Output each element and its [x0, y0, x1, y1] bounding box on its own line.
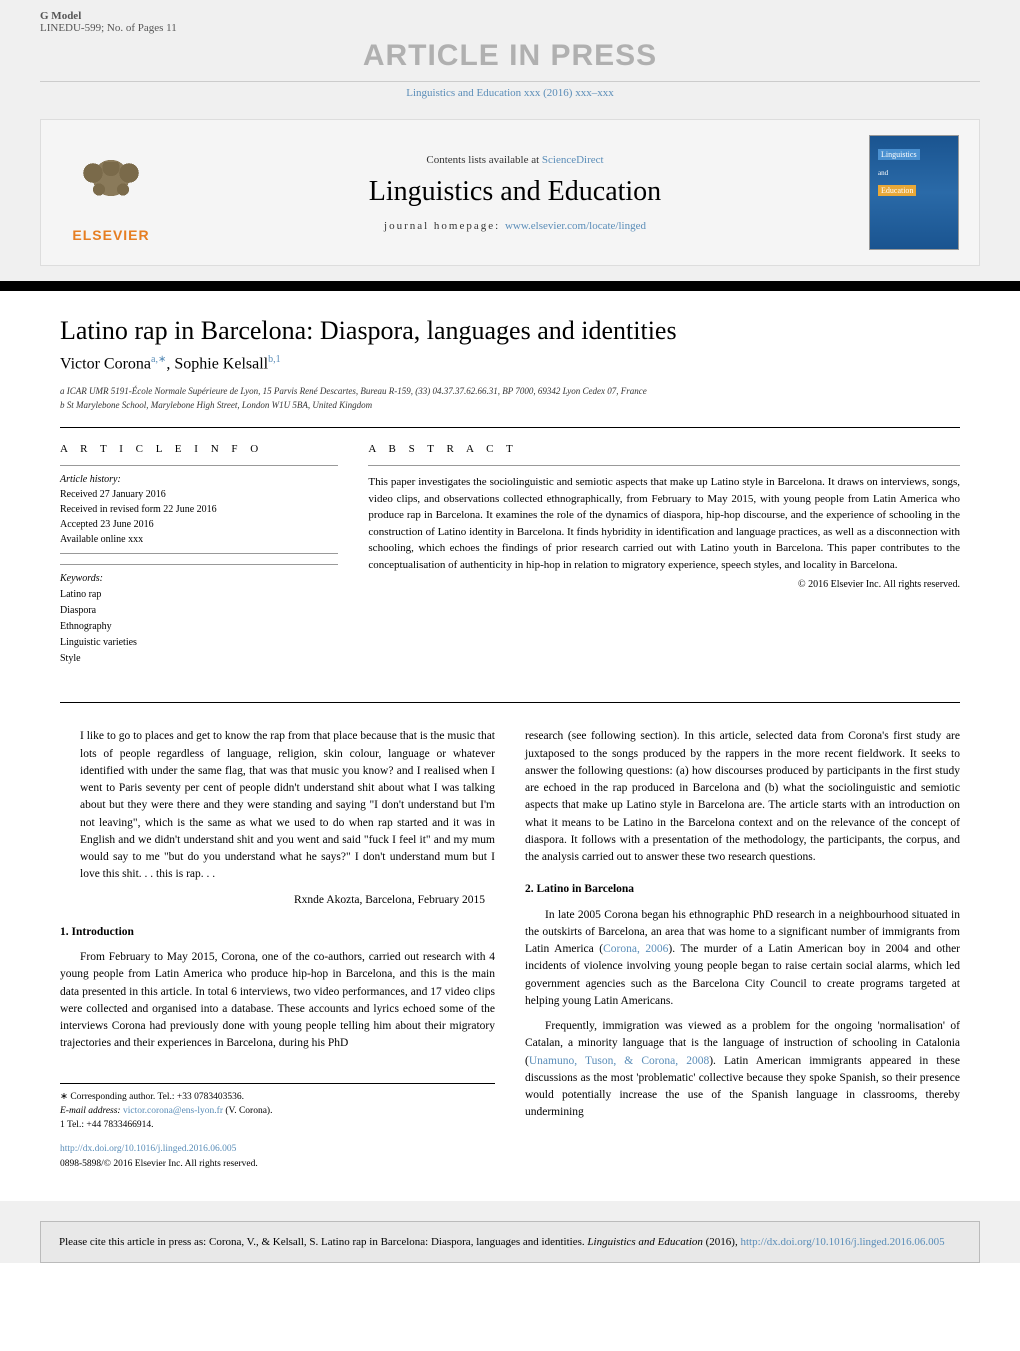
cite-journal: Linguistics and Education [587, 1236, 703, 1248]
elsevier-tree-icon [76, 157, 146, 227]
cite-url[interactable]: http://dx.doi.org/10.1016/j.linged.2016.… [740, 1236, 944, 1248]
affiliation-b: b St Marylebone School, Marylebone High … [60, 399, 960, 413]
received-date: Received 27 January 2016 [60, 487, 338, 502]
author-1: Victor Corona [60, 355, 151, 372]
cite-prefix: Please cite this article in press as: Co… [59, 1236, 587, 1248]
revised-date: Received in revised form 22 June 2016 [60, 502, 338, 517]
opening-quote: I like to go to places and get to know t… [60, 728, 495, 883]
section-2-heading: 2. Latino in Barcelona [525, 881, 960, 898]
journal-header-box: ELSEVIER Contents lists available at Sci… [40, 119, 980, 266]
journal-ref-link[interactable]: Linguistics and Education xxx (2016) xxx… [406, 87, 613, 99]
abstract-copyright: © 2016 Elsevier Inc. All rights reserved… [368, 579, 960, 590]
abstract-heading: A B S T R A C T [368, 443, 960, 455]
citation-unamuno-2008[interactable]: Unamuno, Tuson, & Corona, 2008 [529, 1055, 709, 1067]
contents-prefix: Contents lists available at [426, 154, 541, 166]
history-block: Article history: Received 27 January 201… [60, 465, 338, 554]
homepage-prefix: journal homepage: [384, 220, 505, 232]
cover-word-linguistics: Linguistics [878, 149, 920, 160]
quote-attribution: Rxnde Akozta, Barcelona, February 2015 [60, 892, 495, 909]
affiliations: a ICAR UMR 5191-École Normale Supérieure… [60, 385, 960, 412]
keywords-label: Keywords: [60, 571, 338, 587]
page-frame: G Model LINEDU-599; No. of Pages 11 ARTI… [0, 0, 1020, 1263]
article-title: Latino rap in Barcelona: Diaspora, langu… [60, 316, 960, 346]
footnotes-block: ∗ Corresponding author. Tel.: +33 078340… [60, 1083, 495, 1133]
sec2-paragraph-2: Frequently, immigration was viewed as a … [525, 1018, 960, 1122]
abstract-text: This paper investigates the sociolinguis… [368, 465, 960, 573]
affiliation-a: a ICAR UMR 5191-École Normale Supérieure… [60, 385, 960, 399]
accepted-date: Accepted 23 June 2016 [60, 517, 338, 532]
section-1-heading: 1. Introduction [60, 924, 495, 941]
right-paragraph-1: research (see following section). In thi… [525, 728, 960, 866]
abstract-column: A B S T R A C T This paper investigates … [368, 443, 960, 667]
cover-word-and: and [878, 169, 888, 177]
article-info-heading: A R T I C L E I N F O [60, 443, 338, 455]
header-strip: G Model LINEDU-599; No. of Pages 11 [0, 0, 1020, 39]
author-2-sup: b,1 [268, 354, 281, 365]
tel-footnote-1: 1 Tel.: +44 7833466914. [60, 1118, 495, 1132]
keyword-item: Diaspora [60, 603, 338, 619]
article-info-column: A R T I C L E I N F O Article history: R… [60, 443, 338, 667]
homepage-link[interactable]: www.elsevier.com/locate/linged [505, 220, 646, 232]
cover-word-education: Education [878, 185, 916, 196]
cite-year: (2016), [703, 1236, 741, 1248]
issn-copyright: 0898-5898/© 2016 Elsevier Inc. All right… [60, 1157, 495, 1171]
contents-line: Contents lists available at ScienceDirec… [161, 154, 869, 166]
available-date: Available online xxx [60, 532, 338, 547]
please-cite-box: Please cite this article in press as: Co… [40, 1221, 980, 1264]
ref-code: LINEDU-599; No. of Pages 11 [40, 22, 177, 34]
info-abstract-row: A R T I C L E I N F O Article history: R… [60, 427, 960, 667]
keywords-block: Keywords: Latino rap Diaspora Ethnograph… [60, 564, 338, 667]
black-divider-bar [0, 281, 1020, 291]
intro-paragraph-1: From February to May 2015, Corona, one o… [60, 949, 495, 1053]
elsevier-logo: ELSEVIER [61, 143, 161, 243]
corresponding-author-note: ∗ Corresponding author. Tel.: +33 078340… [60, 1090, 495, 1104]
journal-cover-thumbnail: Linguistics and Education [869, 135, 959, 250]
doi-block: http://dx.doi.org/10.1016/j.linged.2016.… [60, 1142, 495, 1171]
history-label: Article history: [60, 472, 338, 487]
sciencedirect-link[interactable]: ScienceDirect [542, 154, 604, 166]
elsevier-text: ELSEVIER [72, 227, 149, 243]
journal-reference-line: Linguistics and Education xxx (2016) xxx… [40, 81, 980, 104]
email-suffix: (V. Corona). [223, 1106, 272, 1116]
article-in-press-banner: ARTICLE IN PRESS [0, 39, 1020, 81]
keyword-item: Latino rap [60, 587, 338, 603]
doi-link[interactable]: http://dx.doi.org/10.1016/j.linged.2016.… [60, 1144, 236, 1154]
author-2: Sophie Kelsall [174, 355, 268, 372]
journal-title: Linguistics and Education [161, 176, 869, 208]
body-column-right: research (see following section). In thi… [525, 728, 960, 1171]
email-label: E-mail address: [60, 1106, 123, 1116]
sec2-paragraph-1: In late 2005 Corona began his ethnograph… [525, 907, 960, 1011]
citation-corona-2006[interactable]: Corona, 2006 [603, 943, 668, 955]
keyword-item: Style [60, 651, 338, 667]
body-column-left: I like to go to places and get to know t… [60, 728, 495, 1171]
article-content: Latino rap in Barcelona: Diaspora, langu… [0, 291, 1020, 1201]
keyword-item: Linguistic varieties [60, 635, 338, 651]
authors-line: Victor Coronaa,∗, Sophie Kelsallb,1 [60, 354, 960, 373]
email-line: E-mail address: victor.corona@ens-lyon.f… [60, 1104, 495, 1118]
body-columns: I like to go to places and get to know t… [60, 702, 960, 1171]
email-link[interactable]: victor.corona@ens-lyon.fr [123, 1106, 223, 1116]
gmodel-label: G Model [40, 10, 177, 22]
header-left: G Model LINEDU-599; No. of Pages 11 [40, 10, 177, 34]
journal-center-block: Contents lists available at ScienceDirec… [161, 154, 869, 232]
author-1-sup: a,∗ [151, 354, 166, 365]
keyword-item: Ethnography [60, 619, 338, 635]
homepage-line: journal homepage: www.elsevier.com/locat… [161, 220, 869, 232]
